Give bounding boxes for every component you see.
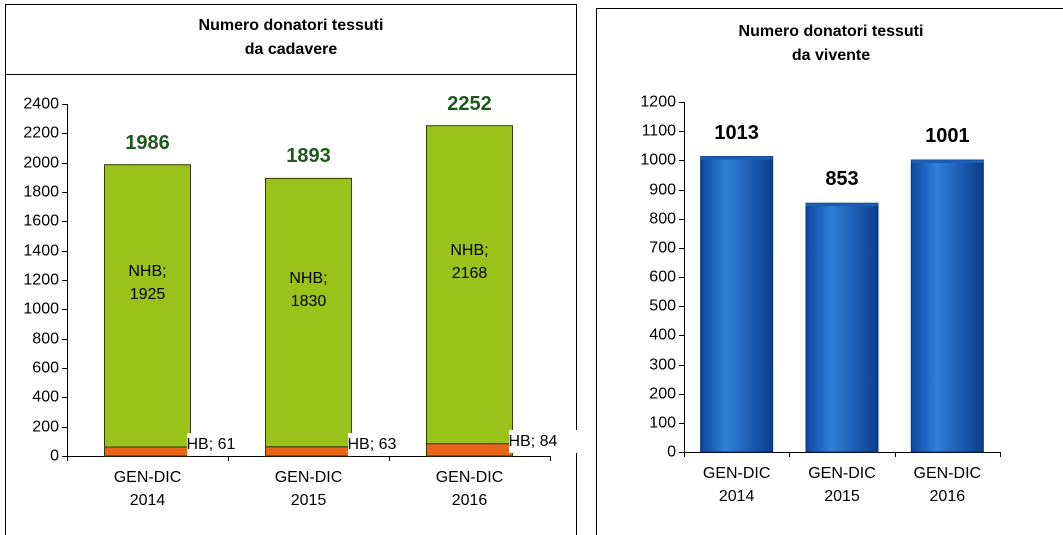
y-tick-label: 100	[649, 415, 676, 432]
y-tick-label: 2200	[23, 125, 59, 142]
y-tick-label: 800	[32, 331, 59, 348]
y-tick-label: 1800	[23, 184, 59, 201]
y-tick-label: 1400	[23, 243, 59, 260]
x-tick-label: GEN-DIC 2015	[808, 465, 876, 506]
y-tick-label: 1000	[23, 301, 59, 318]
y-tick-label: 800	[649, 211, 676, 228]
value-label: 853	[825, 168, 859, 191]
bar-segment	[426, 443, 513, 457]
total-label: 1986	[125, 131, 170, 154]
bar-top	[911, 160, 984, 164]
y-tick-label: 200	[649, 386, 676, 403]
panel-frame	[5, 4, 577, 535]
value-label: 1013	[714, 121, 759, 144]
x-tick-label: GEN-DIC 2014	[113, 469, 182, 510]
y-tick-label: 300	[649, 357, 676, 374]
y-tick-label: 1200	[23, 272, 59, 289]
value-label: 1001	[925, 125, 970, 148]
y-tick-label: 500	[649, 298, 676, 315]
segment-label: HB; 63	[347, 432, 418, 456]
y-tick-label: 1600	[23, 213, 59, 230]
segment-label: NHB; 2168	[450, 241, 489, 282]
y-tick-label: 200	[32, 419, 59, 436]
segment-label: NHB; 1925	[128, 262, 167, 304]
y-tick-label: 1000	[640, 152, 676, 169]
x-tick-label: GEN-DIC 2014	[702, 465, 771, 506]
x-tick-label: GEN-DIC 2016	[913, 465, 982, 506]
y-tick-label: 400	[32, 389, 59, 406]
segment-label: HB; 84	[508, 429, 579, 453]
y-tick-label: 700	[649, 240, 676, 257]
y-tick-label: 400	[649, 327, 676, 344]
bar	[805, 202, 879, 453]
y-tick-label: 0	[667, 444, 676, 461]
y-tick-label: 600	[32, 360, 59, 377]
segment-label: HB; 61	[186, 433, 257, 457]
y-tick-label: 1200	[640, 94, 676, 111]
panel-frame	[596, 8, 1063, 535]
y-tick-label: 600	[649, 269, 676, 286]
x-tick-label: GEN-DIC 2016	[435, 469, 504, 510]
bar-segment	[104, 164, 191, 448]
y-tick-label: 1100	[642, 123, 677, 140]
bar-top	[700, 156, 773, 160]
y-tick-label: 900	[649, 182, 676, 199]
bar	[910, 159, 984, 453]
segment-label: NHB; 1830	[289, 269, 328, 310]
bar	[700, 156, 774, 453]
bar-top	[806, 203, 878, 207]
chart-title: Numero donatori tessuti da vivente	[738, 23, 924, 64]
total-label: 2252	[447, 92, 492, 115]
bar-segment	[265, 177, 352, 448]
bar-segment	[426, 125, 513, 445]
total-label: 1893	[286, 145, 331, 168]
x-tick-label: GEN-DIC 2015	[274, 469, 343, 510]
bar-segment	[104, 446, 191, 457]
y-tick-label: 2000	[23, 155, 59, 172]
chart-title: Numero donatori tessuti da cadavere	[198, 17, 384, 58]
y-tick-label: 2400	[23, 96, 59, 113]
bar-segment	[265, 446, 352, 457]
y-tick-label: 0	[50, 448, 59, 465]
